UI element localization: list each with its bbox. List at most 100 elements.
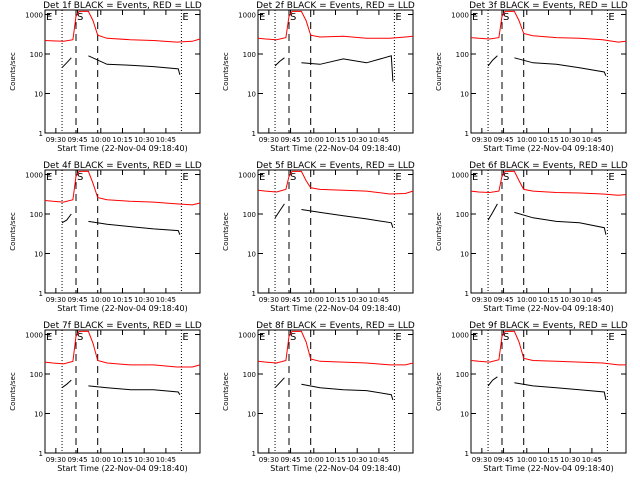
x-tick-label: 10:30 <box>560 136 580 144</box>
y-tick-label: 10 <box>460 91 469 99</box>
plot-frame <box>470 169 627 294</box>
y-axis-label: Counts/sec <box>222 52 230 91</box>
y-tick-label: 10 <box>34 251 43 259</box>
event-marker-label: S <box>77 12 83 23</box>
x-tick-label: 10:00 <box>517 136 537 144</box>
events-series-line <box>487 55 607 76</box>
chart-title: Det 4f BLACK = Events, RED = LLD <box>43 161 202 171</box>
y-tick-label: 100 <box>30 211 43 219</box>
x-tick-label: 09:45 <box>493 136 513 144</box>
x-tick-label: 10:30 <box>134 136 154 144</box>
x-tick-label: 10:15 <box>538 136 558 144</box>
x-tick-label: 10:45 <box>582 296 602 304</box>
x-tick-label: 09:45 <box>67 296 87 304</box>
y-axis-label: Counts/sec <box>9 52 17 91</box>
x-axis-label: Start Time (22-Nov-04 09:18:40) <box>57 464 187 473</box>
y-tick-label: 1 <box>252 130 256 138</box>
event-marker-label: E <box>608 332 614 343</box>
event-marker-label: E <box>395 172 401 183</box>
y-tick-label: 1000 <box>25 172 43 180</box>
x-axis-label: Start Time (22-Nov-04 09:18:40) <box>57 304 187 313</box>
event-marker-label: S <box>503 12 509 23</box>
y-tick-label: 10 <box>247 91 256 99</box>
event-marker-label: E <box>182 12 188 23</box>
x-axis-label: Start Time (22-Nov-04 09:18:40) <box>483 144 613 153</box>
y-tick-label: 100 <box>456 371 469 379</box>
x-axis-label: Start Time (22-Nov-04 09:18:40) <box>270 464 400 473</box>
y-tick-label: 1 <box>465 130 469 138</box>
lld-series-line <box>257 10 414 41</box>
event-marker-label: E <box>259 172 265 183</box>
y-tick-label: 10 <box>247 411 256 419</box>
y-tick-label: 100 <box>243 371 256 379</box>
chart-title: Det 3f BLACK = Events, RED = LLD <box>469 1 628 11</box>
x-tick-label: 10:15 <box>112 296 132 304</box>
event-marker-label: S <box>503 332 509 343</box>
x-tick-label: 10:15 <box>112 136 132 144</box>
x-tick-label: 10:45 <box>369 456 389 464</box>
event-marker-label: S <box>290 172 296 183</box>
x-tick-label: 10:45 <box>369 296 389 304</box>
plot-frame <box>44 169 201 294</box>
x-tick-label: 09:45 <box>493 296 513 304</box>
x-tick-label: 09:45 <box>280 456 300 464</box>
y-tick-label: 1000 <box>451 172 469 180</box>
chart-panel: Det 8f BLACK = Events, RED = LLD 1 10 100 10… <box>222 321 415 473</box>
y-tick-label: 1000 <box>25 12 43 20</box>
events-series-line <box>274 203 394 228</box>
chart-panel: Det 6f BLACK = Events, RED = LLD 1 10 100 10… <box>435 161 628 313</box>
x-axis-label: Start Time (22-Nov-04 09:18:40) <box>483 464 613 473</box>
chart-title: Det 5f BLACK = Events, RED = LLD <box>256 161 415 171</box>
y-axis-label: Counts/sec <box>435 212 443 251</box>
x-tick-label: 09:45 <box>493 456 513 464</box>
chart-title: Det 9f BLACK = Events, RED = LLD <box>469 321 628 331</box>
y-axis-label: Counts/sec <box>222 212 230 251</box>
events-series-line <box>61 379 181 395</box>
x-tick-label: 10:45 <box>156 136 176 144</box>
y-tick-label: 1 <box>465 290 469 298</box>
x-tick-label: 09:30 <box>259 456 279 464</box>
chart-panel: Det 9f BLACK = Events, RED = LLD 1 10 100 10… <box>435 321 628 473</box>
x-tick-label: 09:30 <box>259 296 279 304</box>
lld-series-line <box>470 170 627 196</box>
events-series-line <box>274 55 394 82</box>
x-tick-label: 10:45 <box>156 296 176 304</box>
x-tick-label: 10:30 <box>560 296 580 304</box>
x-tick-label: 09:45 <box>67 456 87 464</box>
x-tick-label: 10:30 <box>347 296 367 304</box>
event-marker-label: E <box>259 332 265 343</box>
x-tick-label: 09:30 <box>472 136 492 144</box>
y-tick-label: 10 <box>34 411 43 419</box>
x-tick-label: 10:45 <box>156 456 176 464</box>
lld-series-line <box>44 170 201 206</box>
x-tick-label: 10:15 <box>112 456 132 464</box>
event-marker-label: S <box>503 172 509 183</box>
y-axis-label: Counts/sec <box>435 52 443 91</box>
plot-frame <box>257 9 414 134</box>
x-tick-label: 10:00 <box>91 456 111 464</box>
events-series-line <box>61 55 181 75</box>
x-tick-label: 10:30 <box>134 296 154 304</box>
chart-panel: Det 7f BLACK = Events, RED = LLD 1 10 100 10… <box>9 321 202 473</box>
x-tick-label: 10:00 <box>91 296 111 304</box>
x-tick-label: 09:45 <box>67 136 87 144</box>
x-axis-label: Start Time (22-Nov-04 09:18:40) <box>483 304 613 313</box>
y-tick-label: 1 <box>465 450 469 458</box>
x-tick-label: 10:00 <box>91 136 111 144</box>
x-tick-label: 10:45 <box>582 136 602 144</box>
chart-panel: Det 4f BLACK = Events, RED = LLD 1 10 100 10… <box>9 161 202 313</box>
y-tick-label: 1 <box>252 450 256 458</box>
y-axis-label: Counts/sec <box>9 212 17 251</box>
lld-series-line <box>44 330 201 368</box>
y-tick-label: 1 <box>39 290 43 298</box>
y-tick-label: 1000 <box>238 12 256 20</box>
chart-title: Det 8f BLACK = Events, RED = LLD <box>256 321 415 331</box>
chart-title: Det 7f BLACK = Events, RED = LLD <box>43 321 202 331</box>
events-series-line <box>61 213 181 235</box>
y-tick-label: 100 <box>30 51 43 59</box>
x-tick-label: 10:30 <box>347 136 367 144</box>
y-tick-label: 1000 <box>25 332 43 340</box>
y-tick-label: 100 <box>456 211 469 219</box>
chart-panel: Det 3f BLACK = Events, RED = LLD 1 10 100 10… <box>435 1 628 153</box>
event-marker-label: E <box>46 172 52 183</box>
